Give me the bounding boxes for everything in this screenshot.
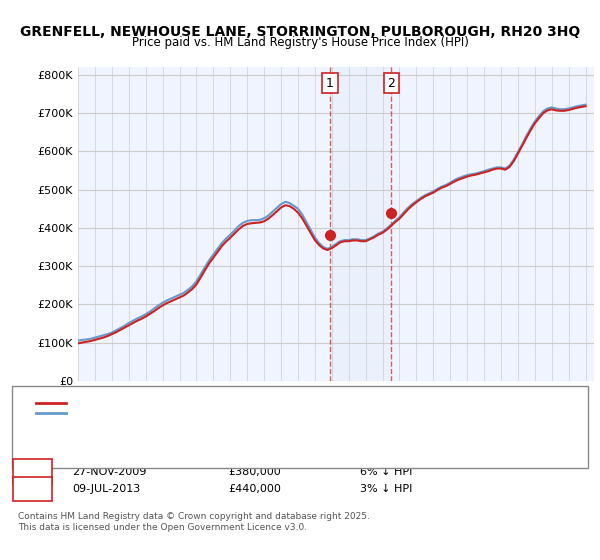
Text: 2: 2 (388, 77, 395, 90)
Text: 2: 2 (29, 484, 36, 494)
Text: 1: 1 (326, 77, 334, 90)
Text: GRENFELL, NEWHOUSE LANE, STORRINGTON, PULBOROUGH, RH20 3HQ: GRENFELL, NEWHOUSE LANE, STORRINGTON, PU… (20, 25, 580, 39)
Text: £380,000: £380,000 (228, 466, 281, 477)
Text: 27-NOV-2009: 27-NOV-2009 (72, 466, 146, 477)
Text: 6% ↓ HPI: 6% ↓ HPI (360, 466, 412, 477)
Text: Price paid vs. HM Land Registry's House Price Index (HPI): Price paid vs. HM Land Registry's House … (131, 36, 469, 49)
Text: GRENFELL, NEWHOUSE LANE, STORRINGTON, PULBOROUGH, RH20 3HQ (detached house): GRENFELL, NEWHOUSE LANE, STORRINGTON, PU… (72, 398, 515, 408)
Text: HPI: Average price, detached house, Horsham: HPI: Average price, detached house, Hors… (72, 408, 297, 418)
Bar (330, 67, 391, 381)
Text: 1: 1 (29, 466, 36, 477)
Text: Contains HM Land Registry data © Crown copyright and database right 2025.
This d: Contains HM Land Registry data © Crown c… (18, 512, 370, 532)
Text: 09-JUL-2013: 09-JUL-2013 (72, 484, 140, 494)
Text: £440,000: £440,000 (228, 484, 281, 494)
Text: 3% ↓ HPI: 3% ↓ HPI (360, 484, 412, 494)
